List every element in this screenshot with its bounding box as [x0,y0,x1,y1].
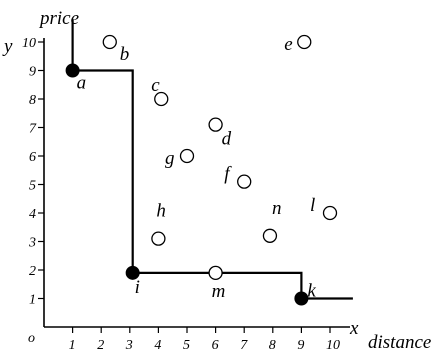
x-tick-label: 3 [125,338,133,353]
point-label: n [272,198,282,219]
data-point [208,117,223,132]
points: a i k bc d e f g h l m n [65,34,338,306]
y-tick-label: 5 [29,179,36,194]
point-label: e [284,34,292,55]
y-axis-label: price [38,8,79,29]
y-tick-label: 2 [29,264,36,279]
point-label: k [307,281,316,302]
point-label: f [224,164,232,185]
x-tick-label: 10 [326,338,340,353]
x-tick-label: 9 [297,338,304,353]
y-axis-letter: y [2,36,13,57]
tick-labels: 1 2 3 4 5 6 7 8 9 10 1 2 3 4 5 6 7 8 9 10 [22,36,340,353]
point-label: i [135,277,140,298]
point-label: a [77,73,87,94]
x-tick-label: 5 [183,338,190,353]
y-tick-label: 9 [29,65,36,80]
data-point [297,34,312,50]
x-tick-label: 6 [212,338,219,353]
point-label: l [310,195,315,216]
data-point [322,205,338,221]
data-point [262,228,278,243]
point-label: d [222,129,232,150]
x-axis-letter: x [349,318,359,339]
skyline-point [125,265,140,280]
y-tick-label: 8 [29,93,36,108]
skyline-point [65,63,80,78]
data-point [102,34,117,50]
skyline-line [71,19,353,300]
point-label: m [212,281,226,302]
axes [43,38,350,328]
data-point [237,174,252,189]
y-tick-label: 1 [29,293,36,308]
x-tick-label: 2 [97,338,104,353]
data-point [151,231,166,246]
data-point [208,265,223,281]
data-point [154,91,169,107]
ticks [38,41,331,333]
x-tick-label: 4 [154,338,161,353]
y-tick-label: 4 [29,207,36,222]
origin-label: o [28,331,35,346]
y-tick-label: 6 [29,150,36,165]
x-tick-label: 1 [69,338,76,353]
data-point [179,148,195,164]
point-label: c [151,75,160,96]
x-tick-label: 7 [240,338,248,353]
point-label: b [120,44,130,65]
y-tick-label: 10 [22,36,36,51]
point-label: h [156,201,166,222]
x-tick-label: 8 [269,338,276,353]
y-tick-label: 3 [28,236,36,251]
skyline-staircase [71,19,353,300]
y-tick-label: 7 [29,122,37,137]
skyline-point [294,291,309,306]
x-axis-label: distance [368,332,431,353]
point-label: g [165,148,175,169]
